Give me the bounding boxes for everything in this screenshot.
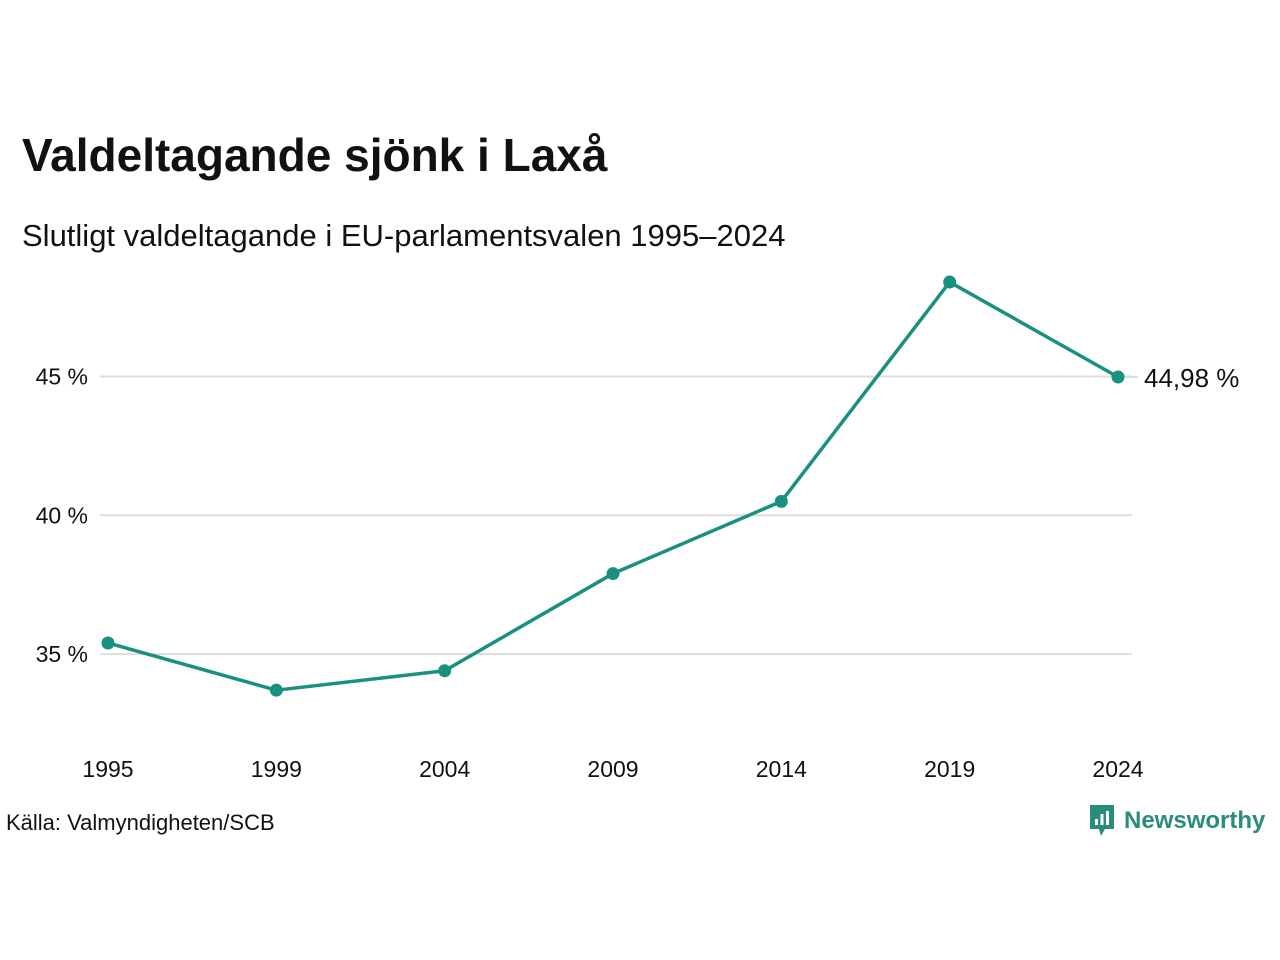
data-point xyxy=(101,636,115,650)
end-value-label: 44,98 % xyxy=(1144,363,1239,393)
data-point xyxy=(269,683,283,697)
chart-title: Valdeltagande sjönk i Laxå xyxy=(22,129,608,181)
data-point xyxy=(943,275,957,289)
x-tick-label: 1999 xyxy=(251,756,302,782)
x-tick-label: 2009 xyxy=(587,756,638,782)
x-tick-label: 2004 xyxy=(419,756,470,782)
data-point xyxy=(774,494,788,508)
y-tick-label: 45 % xyxy=(36,363,88,389)
newsworthy-logo: Newsworthy xyxy=(1088,803,1265,839)
data-point xyxy=(1111,370,1125,384)
series-line xyxy=(106,280,1120,692)
x-tick-label: 1995 xyxy=(82,756,133,782)
newsworthy-logo-icon xyxy=(1090,805,1114,836)
y-tick-label: 40 % xyxy=(36,502,88,528)
data-point xyxy=(606,567,620,581)
newsworthy-logo-text: Newsworthy xyxy=(1124,807,1266,834)
x-tick-label: 2014 xyxy=(756,756,807,782)
source-note: Källa: Valmyndigheten/SCB xyxy=(6,810,275,835)
y-tick-label: 35 % xyxy=(36,641,88,667)
x-tick-label: 2024 xyxy=(1092,756,1143,782)
x-tick-label: 2019 xyxy=(924,756,975,782)
data-point xyxy=(438,664,452,678)
chart-subtitle: Slutligt valdeltagande i EU-parlamentsva… xyxy=(22,218,786,253)
